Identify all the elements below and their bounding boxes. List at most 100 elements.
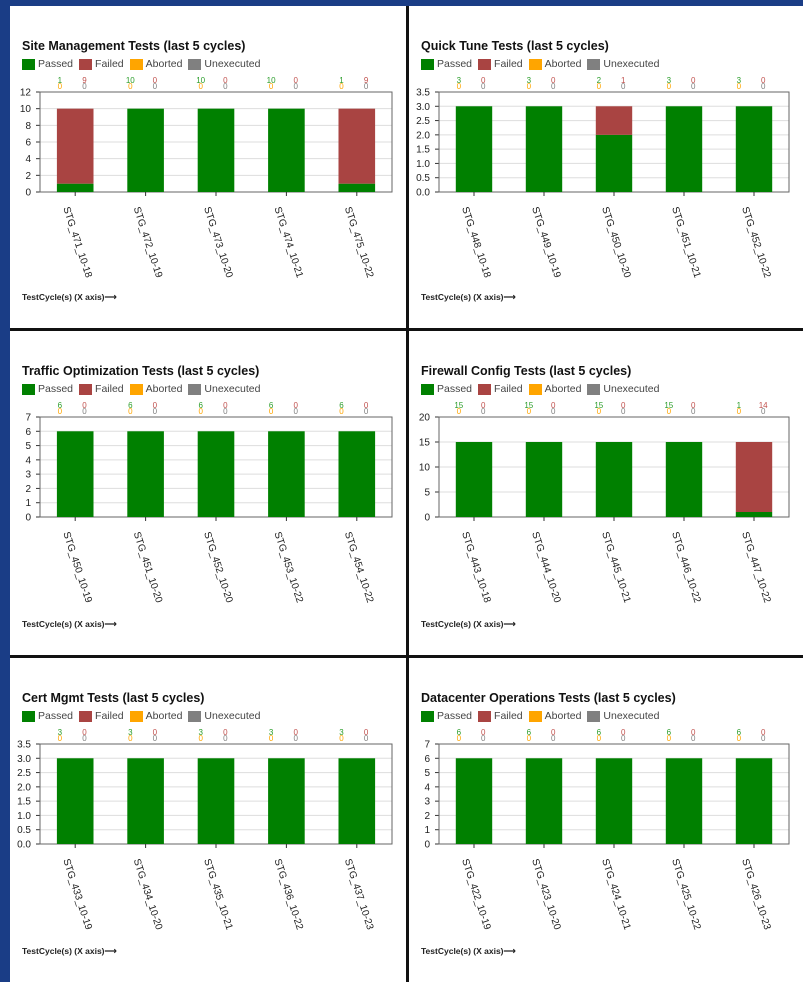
count-label-passed: 3 [339,728,344,737]
count-label-failed: 0 [551,401,556,410]
count-label-passed: 6 [457,728,462,737]
x-tick-label: STG_475_10-22 [342,206,375,280]
count-label-unexecuted: 0 [364,82,369,91]
legend-label: Passed [437,58,473,70]
y-tick-label: 20 [419,413,431,424]
y-tick-label: 0.0 [416,188,430,199]
legend-swatch-failed [478,710,492,722]
count-label-unexecuted: 0 [153,407,158,416]
count-label-failed: 0 [153,728,158,737]
count-label-aborted: 0 [58,407,63,416]
y-tick-label: 1.5 [17,797,31,808]
count-label-aborted: 0 [597,734,602,743]
x-tick-label: STG_436_10-22 [272,858,305,932]
legend-label: Aborted [544,710,582,722]
count-label-aborted: 0 [737,82,742,91]
count-label-failed: 0 [551,728,556,737]
bar-segment-passed [127,108,164,192]
x-axis-caption: TestCycle(s) (X axis)⟶ [22,292,117,302]
count-label-unexecuted: 0 [761,734,766,743]
legend-label: Unexecuted [603,710,660,722]
y-tick-label: 2.5 [416,116,430,127]
legend-label: Unexecuted [603,58,660,70]
legend-swatch-passed [421,58,434,70]
y-tick-label: 6 [25,427,31,438]
count-label-aborted: 0 [128,82,133,91]
y-tick-label: 3.5 [17,740,31,751]
count-label-unexecuted: 0 [293,734,298,743]
count-label-failed: 0 [481,401,486,410]
legend-label: Failed [494,383,523,395]
count-label-aborted: 0 [667,407,672,416]
bar-segment-passed [735,758,773,844]
count-label-failed: 0 [761,728,766,737]
bar-segment-passed [56,183,94,192]
count-label-passed: 6 [737,728,742,737]
count-label-passed: 6 [527,728,532,737]
bar-segment-passed [197,758,235,844]
y-tick-label: 3 [424,797,430,808]
chart-title: Cert Mgmt Tests (last 5 cycles) [22,691,205,705]
chart-panel-quick-tune: Quick Tune Tests (last 5 cycles) Passed F… [409,6,803,328]
count-label-failed: 0 [153,76,158,85]
x-tick-label: STG_444_10-20 [529,531,562,605]
legend-swatch-unexecuted [188,710,202,722]
count-label-aborted: 0 [667,734,672,743]
count-label-aborted: 0 [198,407,203,416]
bar-segment-passed [338,758,376,844]
y-tick-label: 8 [25,121,31,132]
count-label-aborted: 0 [269,407,274,416]
chart-panel-site-management: Site Management Tests (last 5 cycles) Pa… [10,6,406,328]
y-tick-label: 0 [25,188,31,199]
count-label-passed: 3 [457,76,462,85]
count-label-failed: 0 [82,401,87,410]
count-label-unexecuted: 0 [691,734,696,743]
y-tick-label: 0.5 [17,825,31,836]
legend-swatch-passed [22,58,35,70]
count-label-failed: 0 [82,728,87,737]
x-tick-label: STG_424_10-21 [599,858,632,932]
count-label-passed: 6 [269,401,274,410]
count-label-aborted: 0 [527,407,532,416]
count-label-aborted: 0 [527,82,532,91]
y-tick-label: 3.0 [416,102,430,113]
bar-segment-passed [735,106,773,192]
legend-swatch-passed [22,710,35,722]
legend-swatch-unexecuted [587,58,601,70]
legend-label: Unexecuted [204,710,261,722]
count-label-passed: 6 [339,401,344,410]
count-label-passed: 3 [667,76,672,85]
count-label-aborted: 0 [269,82,274,91]
x-tick-label: STG_435_10-21 [201,858,234,932]
legend-swatch-aborted [528,58,542,70]
count-label-passed: 6 [58,401,63,410]
count-label-failed: 0 [364,728,369,737]
y-tick-label: 4 [424,782,430,793]
count-label-unexecuted: 0 [761,82,766,91]
count-label-passed: 1 [737,401,742,410]
count-label-unexecuted: 0 [621,82,626,91]
legend-swatch-unexecuted [587,383,601,395]
bar-segment-passed [268,108,305,192]
count-label-unexecuted: 0 [223,82,228,91]
count-label-failed: 14 [759,401,768,410]
bar-segment-passed [268,431,305,517]
chart-legend: Passed Failed Aborted Unexecuted [421,57,665,71]
legend-swatch-failed [478,58,492,70]
x-tick-label: STG_423_10-20 [529,858,562,932]
legend-swatch-passed [22,383,35,395]
bar-segment-passed [127,758,164,844]
chart-panel-firewall-config: Firewall Config Tests (last 5 cycles) Pa… [409,331,803,655]
legend-swatch-failed [79,58,93,70]
legend-label: Passed [38,710,74,722]
count-label-unexecuted: 0 [153,82,158,91]
count-label-failed: 0 [761,76,766,85]
count-label-aborted: 0 [457,734,462,743]
count-label-unexecuted: 0 [691,407,696,416]
legend-label: Unexecuted [603,383,660,395]
count-label-failed: 0 [621,401,626,410]
x-axis-caption: TestCycle(s) (X axis)⟶ [22,619,117,629]
legend-swatch-aborted [528,710,542,722]
